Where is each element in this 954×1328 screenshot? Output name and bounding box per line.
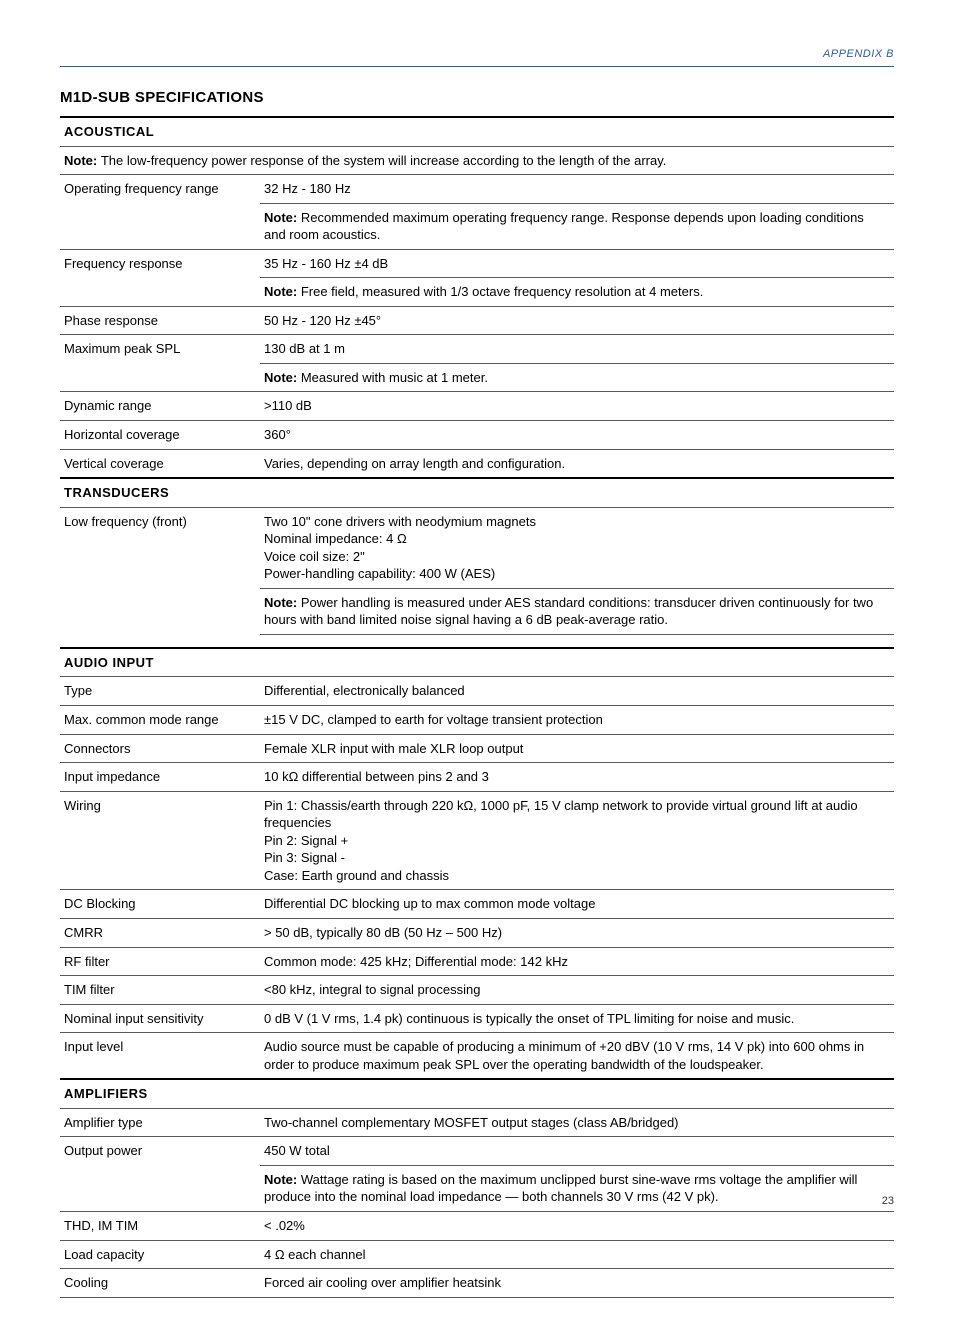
wiring-label: Wiring [60,791,260,890]
inlvl-label: Input level [60,1033,260,1080]
freq-resp-val: 35 Hz - 160 Hz ±4 dB [260,249,894,278]
vcov-val: Varies, depending on array length and co… [260,449,894,478]
spl-note: Note: Measured with music at 1 meter. [260,363,894,392]
type-label: Type [60,677,260,706]
section-amplifiers: AMPLIFIERS [60,1079,894,1108]
dyn-val: >110 dB [260,392,894,421]
note-text: Wattage rating is based on the maximum u… [264,1172,857,1205]
cool-val: Forced air cooling over amplifier heatsi… [260,1269,894,1298]
note-text: Power handling is measured under AES sta… [264,595,873,628]
cmrr-label: CMRR [60,918,260,947]
phase-label: Phase response [60,306,260,335]
vcov-label: Vertical coverage [60,449,260,478]
section-transducers: TRANSDUCERS [60,478,894,507]
hcov-label: Horizontal coverage [60,421,260,450]
imp-val: 10 kΩ differential between pins 2 and 3 [260,763,894,792]
spec-table-acoustical-transducers: ACOUSTICAL Note: The low-frequency power… [60,116,894,635]
dcb-label: DC Blocking [60,890,260,919]
appendix-label: APPENDIX B [60,48,894,66]
tim-val: <80 kHz, integral to signal processing [260,976,894,1005]
freq-resp-label: Frequency response [60,249,260,306]
conn-label: Connectors [60,734,260,763]
header-rule [60,66,894,67]
spl-label: Maximum peak SPL [60,335,260,392]
lf-note: Note: Power handling is measured under A… [260,588,894,634]
page-title: M1D-SUB SPECIFICATIONS [60,89,894,106]
section-acoustical: ACOUSTICAL [60,117,894,146]
load-val: 4 Ω each channel [260,1240,894,1269]
amptype-label: Amplifier type [60,1108,260,1137]
nis-label: Nominal input sensitivity [60,1004,260,1033]
nis-val: 0 dB V (1 V rms, 1.4 pk) continuous is t… [260,1004,894,1033]
note-label: Note: [64,153,101,168]
outpwr-val: 450 W total [260,1137,894,1166]
section-audio-input: AUDIO INPUT [60,648,894,677]
conn-val: Female XLR input with male XLR loop outp… [260,734,894,763]
note-label: Note: [264,1172,301,1187]
type-val: Differential, electronically balanced [260,677,894,706]
outpwr-label: Output power [60,1137,260,1212]
imp-label: Input impedance [60,763,260,792]
acoustical-note: Note: The low-frequency power response o… [60,146,894,175]
thd-label: THD, IM TIM [60,1211,260,1240]
op-freq-label: Operating frequency range [60,175,260,250]
wiring-val: Pin 1: Chassis/earth through 220 kΩ, 100… [260,791,894,890]
page-number: 23 [882,1195,894,1207]
note-label: Note: [264,595,301,610]
cool-label: Cooling [60,1269,260,1298]
op-freq-val: 32 Hz - 180 Hz [260,175,894,204]
lf-val: Two 10" cone drivers with neodymium magn… [260,507,894,588]
outpwr-note: Note: Wattage rating is based on the max… [260,1165,894,1211]
freq-resp-note: Note: Free field, measured with 1/3 octa… [260,278,894,307]
spec-table-audio-amplifiers: AUDIO INPUT TypeDifferential, electronic… [60,647,894,1298]
note-label: Note: [264,284,301,299]
rf-label: RF filter [60,947,260,976]
spl-val: 130 dB at 1 m [260,335,894,364]
mcm-val: ±15 V DC, clamped to earth for voltage t… [260,706,894,735]
thd-val: < .02% [260,1211,894,1240]
rf-val: Common mode: 425 kHz; Differential mode:… [260,947,894,976]
cmrr-val: > 50 dB, typically 80 dB (50 Hz – 500 Hz… [260,918,894,947]
phase-val: 50 Hz - 120 Hz ±45° [260,306,894,335]
lf-label: Low frequency (front) [60,507,260,634]
mcm-label: Max. common mode range [60,706,260,735]
tim-label: TIM filter [60,976,260,1005]
dyn-label: Dynamic range [60,392,260,421]
note-text: The low-frequency power response of the … [101,153,667,168]
note-text: Measured with music at 1 meter. [301,370,488,385]
note-text: Recommended maximum operating frequency … [264,210,864,243]
note-text: Free field, measured with 1/3 octave fre… [301,284,703,299]
load-label: Load capacity [60,1240,260,1269]
inlvl-val: Audio source must be capable of producin… [260,1033,894,1080]
op-freq-note: Note: Recommended maximum operating freq… [260,203,894,249]
dcb-val: Differential DC blocking up to max commo… [260,890,894,919]
hcov-val: 360° [260,421,894,450]
amptype-val: Two-channel complementary MOSFET output … [260,1108,894,1137]
note-label: Note: [264,210,301,225]
note-label: Note: [264,370,301,385]
